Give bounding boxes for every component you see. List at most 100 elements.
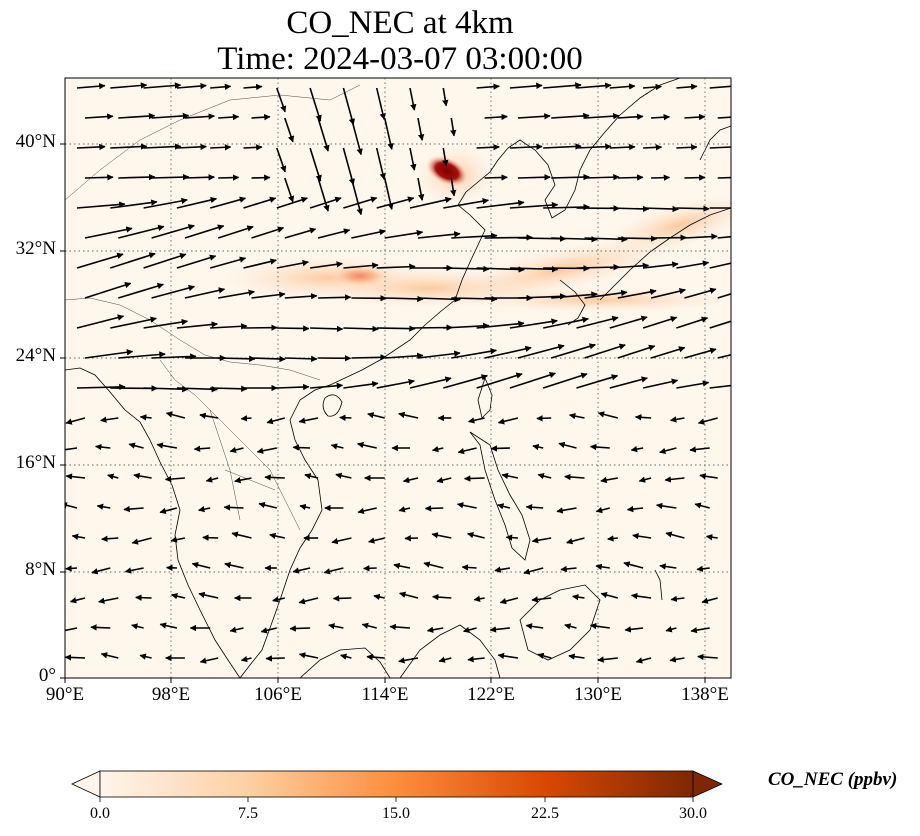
y-tick-label: 40°N xyxy=(15,131,56,152)
wind-vector xyxy=(423,561,444,569)
colorbar-tick-label: 0.0 xyxy=(90,805,110,822)
wind-vector xyxy=(525,504,544,511)
wind-vector xyxy=(292,567,311,574)
wind-vector xyxy=(343,380,379,389)
wind-vector xyxy=(717,176,731,179)
wind-vector xyxy=(551,236,598,243)
wind-vector xyxy=(193,445,211,452)
wind-vector xyxy=(543,82,582,89)
wind-vector xyxy=(543,203,590,211)
wind-vector xyxy=(709,262,731,269)
wind-vector xyxy=(131,623,144,630)
wind-vector xyxy=(276,259,309,269)
y-tick-label: 24°N xyxy=(15,345,56,366)
wind-vector xyxy=(457,447,477,455)
wind-vector xyxy=(205,476,219,483)
wind-vector xyxy=(466,532,485,539)
wind-vector xyxy=(517,113,551,120)
wind-vector xyxy=(568,412,585,420)
wind-vector xyxy=(383,117,394,150)
wind-vector xyxy=(243,258,277,269)
wind-vector xyxy=(110,82,148,89)
wind-vector xyxy=(343,325,379,333)
wind-vector xyxy=(210,83,232,90)
wind-vector xyxy=(717,235,731,239)
wind-vector xyxy=(576,82,612,89)
wind-vector xyxy=(339,414,352,421)
wind-vector xyxy=(284,355,318,363)
wind-vector xyxy=(373,593,385,601)
wind-vector xyxy=(564,473,585,481)
wind-vector xyxy=(107,473,119,480)
wind-vector xyxy=(551,291,598,299)
concentration-field xyxy=(220,145,731,312)
wind-vector xyxy=(384,352,424,359)
wind-vector xyxy=(536,415,552,422)
wind-vector xyxy=(210,144,232,151)
wind-vector xyxy=(357,441,377,449)
wind-vector xyxy=(184,224,225,239)
wind-vector xyxy=(431,532,452,539)
wind-vector xyxy=(689,446,710,453)
wind-vector xyxy=(209,196,247,209)
wind-vector xyxy=(266,417,286,425)
wind-vector xyxy=(123,505,144,513)
wind-vector xyxy=(494,566,511,573)
plume-band-japan xyxy=(602,195,731,255)
wind-vector xyxy=(128,442,144,449)
wind-vector xyxy=(176,196,218,209)
wind-vector xyxy=(272,596,285,603)
wind-vector xyxy=(110,316,157,329)
wind-vector xyxy=(317,117,330,152)
wind-vector xyxy=(696,565,710,572)
wind-vector xyxy=(276,147,287,173)
wind-vector xyxy=(542,372,588,389)
map-title-line2: Time: 2024-03-07 03:00:00 xyxy=(217,41,583,77)
wind-vector xyxy=(467,417,485,424)
wind-vector xyxy=(84,349,134,359)
wind-vector xyxy=(176,321,218,329)
wind-vector xyxy=(476,372,523,389)
wind-vector xyxy=(299,503,311,511)
wind-vector xyxy=(284,117,295,143)
wind-vector xyxy=(669,416,685,423)
wind-vector xyxy=(309,147,322,182)
wind-vector xyxy=(317,177,330,212)
wind-vector xyxy=(643,83,663,91)
wind-vector xyxy=(65,502,78,509)
wind-vector xyxy=(684,233,718,240)
wind-vector xyxy=(350,117,363,156)
wind-vector xyxy=(676,380,710,389)
wind-vector xyxy=(376,378,415,389)
colorbar-max-extend xyxy=(692,770,723,798)
wind-vector xyxy=(600,476,618,484)
wind-vector xyxy=(643,144,663,151)
wind-vector xyxy=(417,117,425,141)
wind-vector xyxy=(607,535,618,542)
wind-vector xyxy=(709,85,731,89)
wind-vector xyxy=(684,287,717,299)
wind-vector xyxy=(690,626,710,634)
wind-vector xyxy=(684,113,706,121)
wind-vector xyxy=(509,266,559,273)
wind-vector xyxy=(558,441,577,449)
wind-vector xyxy=(357,507,377,515)
wind-vector xyxy=(709,384,731,389)
wind-vector xyxy=(91,567,111,575)
wind-vector xyxy=(184,174,215,181)
coastlines xyxy=(65,78,731,678)
wind-vector xyxy=(218,289,255,299)
wind-vector xyxy=(597,656,618,663)
wind-vector xyxy=(532,443,544,451)
wind-vector xyxy=(76,314,125,329)
wind-vector xyxy=(209,256,247,269)
wind-vector xyxy=(118,173,156,181)
wind-vector xyxy=(199,657,219,664)
wind-vector xyxy=(694,502,710,509)
wind-vector xyxy=(609,376,648,389)
wind-vector xyxy=(332,595,352,602)
wind-vector xyxy=(717,293,731,299)
wind-vector xyxy=(143,318,189,329)
wind-vector xyxy=(198,591,219,599)
wind-vector xyxy=(431,446,444,453)
